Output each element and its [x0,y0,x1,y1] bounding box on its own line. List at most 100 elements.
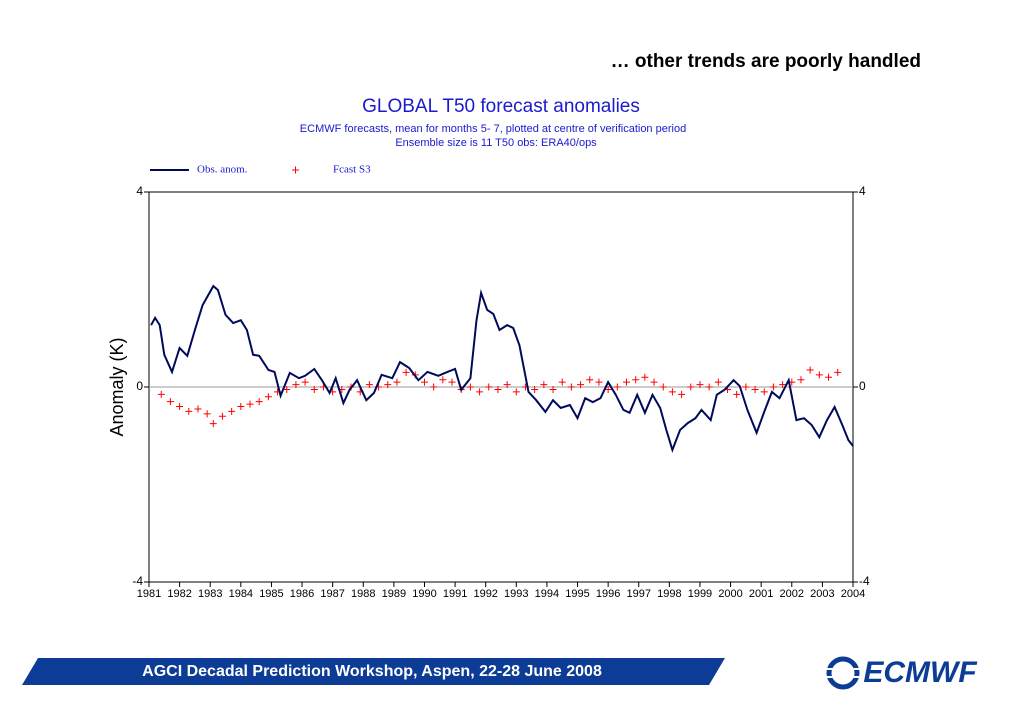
fcast-marker [622,378,630,386]
x-tick-label: 1992 [473,588,497,600]
fcast-marker [540,381,548,389]
y-tick-label: 4 [136,184,143,198]
fcast-marker [613,383,621,391]
fcast-marker [194,405,202,413]
fcast-marker [485,383,493,391]
fcast-marker [402,368,410,376]
x-tick-label: 1984 [229,588,253,600]
fcast-marker [659,383,667,391]
fcast-marker [760,388,768,396]
y-tick-label: 0 [136,379,143,393]
fcast-marker [567,383,575,391]
fcast-marker [696,381,704,389]
fcast-marker [237,403,245,410]
fcast-marker [586,376,594,384]
chart-subtitle: ECMWF forecasts, mean for months 5- 7, p… [300,123,686,135]
fcast-marker [815,371,823,379]
x-tick-label: 2001 [749,588,773,600]
y-tick-label: 4 [859,184,866,198]
logo-text: ECMWF [863,656,977,689]
fcast-marker [742,383,750,391]
fcast-marker [166,398,174,406]
y-tick-label: -4 [859,574,870,588]
fcast-marker [439,376,447,384]
y-tick-label: -4 [132,574,143,588]
legend-label: Obs. anom. [197,164,248,176]
legend-label: Fcast S3 [333,164,371,176]
fcast-marker [779,381,787,389]
chart-subtitle: Ensemble size is 11 T50 obs: ERA40/ops [395,137,597,149]
x-tick-label: 1991 [443,588,467,600]
x-tick-label: 1995 [565,588,589,600]
fcast-marker [641,373,649,381]
x-tick-label: 1997 [626,588,650,600]
fcast-marker [604,385,612,393]
x-tick-label: 1999 [688,588,712,600]
fcast-marker [466,383,474,391]
fcast-marker [292,381,300,389]
logo-icon [826,668,860,678]
fcast-marker [255,398,263,406]
fcast-marker [176,403,184,410]
fcast-marker [531,385,539,393]
fcast-marker [185,407,193,415]
fcast-marker [678,390,686,398]
fcast-marker [218,412,226,420]
x-tick-label: 1982 [167,588,191,600]
x-tick-label: 1987 [320,588,344,600]
y-tick-label: 0 [859,379,866,393]
x-tick-label: 1983 [198,588,222,600]
fcast-marker [283,385,291,393]
fcast-marker [228,407,236,415]
fcast-marker [246,400,254,408]
x-tick-label: 1993 [504,588,528,600]
x-tick-label: 2002 [780,588,804,600]
fcast-marker [714,378,722,386]
logo-icon [826,656,860,690]
fcast-marker [825,373,833,381]
fcast-marker [769,383,777,391]
fcast-marker [668,388,676,396]
fcast-marker [430,383,438,391]
fcast-marker [512,388,520,396]
fcast-marker [549,385,557,393]
x-tick-label: 1994 [535,588,559,600]
footer-text: AGCI Decadal Prediction Workshop, Aspen,… [142,663,602,680]
fcast-marker [448,378,456,386]
x-tick-label: 1989 [382,588,406,600]
slide-title: … other trends are poorly handled [611,51,921,72]
x-tick-label: 1981 [137,588,161,600]
legend-marker [292,166,299,174]
fcast-marker [264,393,272,401]
fcast-marker [797,376,805,384]
obs-line [150,284,854,453]
fcast-marker [384,381,392,389]
fcast-marker [705,383,713,391]
fcast-marker [503,381,511,389]
fcast-marker [393,378,401,386]
x-tick-label: 1990 [412,588,436,600]
fcast-marker [733,390,741,398]
fcast-marker [365,381,373,389]
fcast-marker [632,376,640,384]
fcast-marker [595,378,603,386]
x-tick-label: 2000 [718,588,742,600]
chart-title: GLOBAL T50 forecast anomalies [362,96,640,117]
x-tick-label: 1996 [596,588,620,600]
x-tick-label: 2003 [810,588,834,600]
fcast-marker [806,366,814,374]
footer-band [22,658,725,685]
x-tick-label: 1998 [657,588,681,600]
fcast-marker [494,385,502,393]
fcast-marker [301,378,309,386]
fcast-marker [751,385,759,393]
fcast-marker [650,378,658,386]
fcast-marker [558,378,566,386]
fcast-marker [157,390,165,398]
x-tick-label: 1986 [290,588,314,600]
x-tick-label: 1985 [259,588,283,600]
fcast-marker [577,381,585,389]
fcast-marker [420,378,428,386]
legend: Obs. anom. Fcast S3 [150,164,371,176]
